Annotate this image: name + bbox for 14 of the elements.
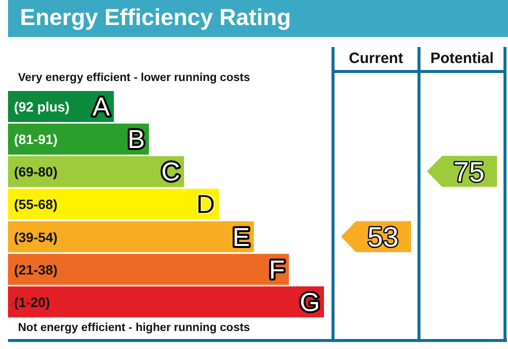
category-label: (81-91) B: [14, 124, 145, 154]
text: Very energy efficient - lower running costs: [18, 72, 250, 84]
text: Not energy efficient - higher running costs: [18, 322, 250, 334]
category-label: (1-20) G: [14, 286, 320, 317]
text: Potential: [430, 50, 494, 67]
category-label: (92 plus) A: [14, 92, 110, 122]
category-label: (21-38) F: [14, 254, 285, 284]
text: Current: [348, 50, 404, 67]
category-label: (39-54) E: [14, 222, 250, 252]
chart-title: Energy Efficiency Rating: [20, 4, 291, 31]
text: 53: [367, 222, 399, 253]
text: 75: [453, 156, 485, 188]
category-label: (69-80) C: [14, 156, 180, 187]
category-label: (55-68) D: [14, 189, 216, 220]
